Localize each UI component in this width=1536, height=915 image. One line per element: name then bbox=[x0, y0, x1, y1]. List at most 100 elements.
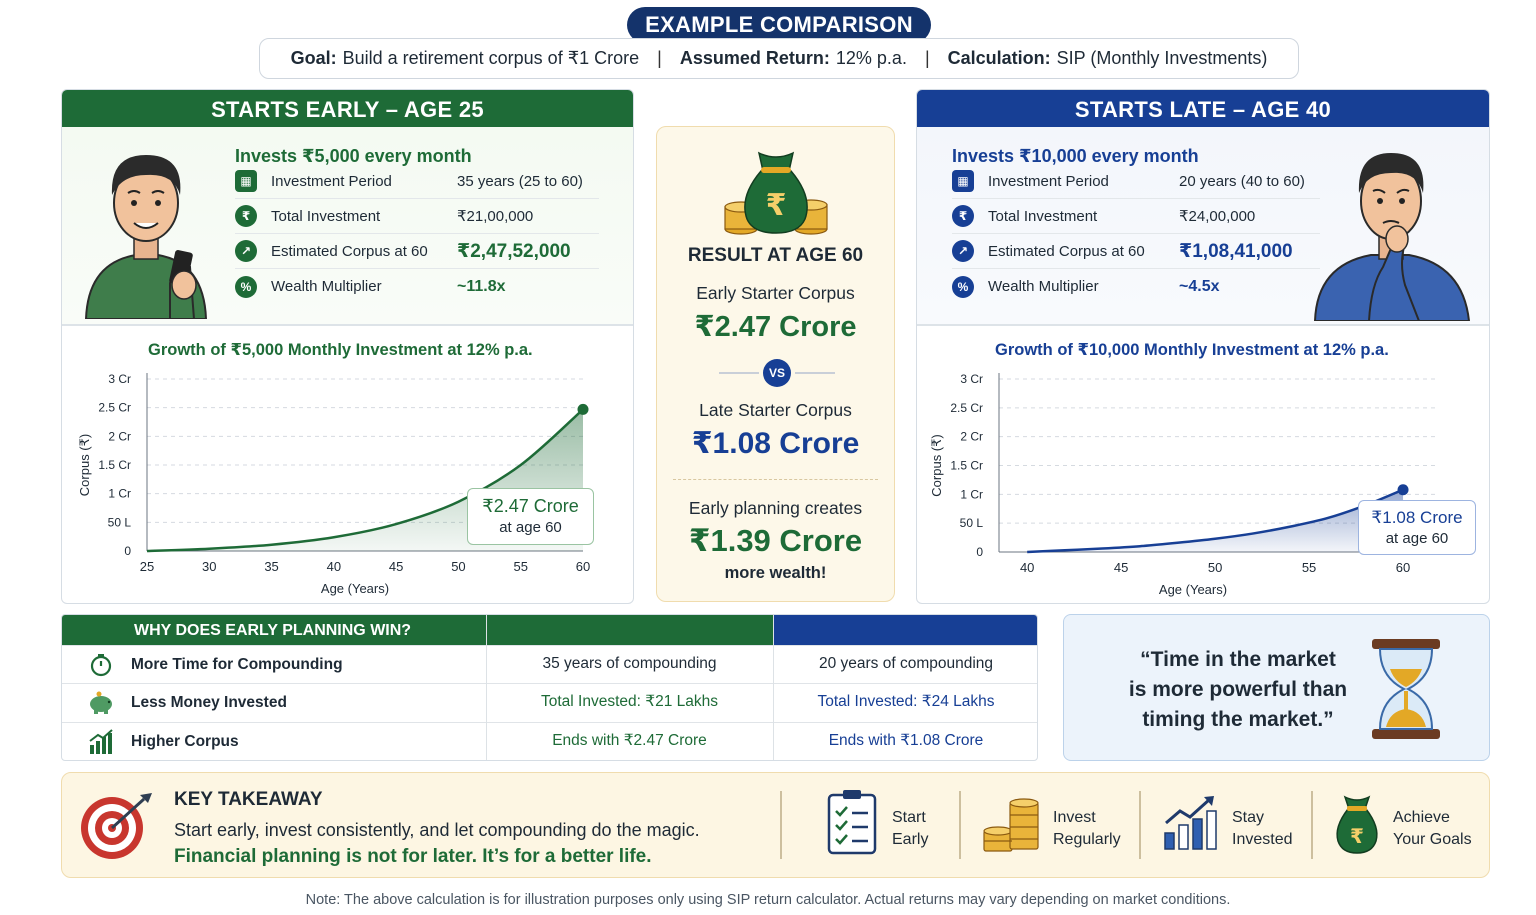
row-label: More Time for Compounding bbox=[131, 655, 343, 673]
callout-sub: at age 60 bbox=[499, 519, 562, 536]
growth-chart-icon bbox=[1164, 796, 1217, 850]
x-tick-label: 45 bbox=[1114, 560, 1128, 575]
end-point bbox=[1397, 484, 1409, 496]
return-value: 12% p.a. bbox=[835, 48, 907, 68]
money-bag-icon: ₹ bbox=[724, 151, 828, 235]
stat-value: ₹21,00,000 bbox=[457, 208, 534, 225]
x-tick-label: 25 bbox=[140, 559, 154, 574]
quote-line: timing the market.” bbox=[1142, 708, 1334, 731]
bar-growth-icon bbox=[89, 729, 113, 754]
y-tick-label: 3 Cr bbox=[960, 372, 983, 386]
late-callout: ₹1.08 Crore at age 60 bbox=[1358, 500, 1476, 555]
stat-row: ↗ Estimated Corpus at 60 ₹1,08,41,000 bbox=[952, 234, 1320, 269]
y-tick-label: 2 Cr bbox=[108, 429, 131, 443]
key-takeaway: KEY TAKEAWAY Start early, invest consist… bbox=[61, 772, 1490, 878]
quote-line: “Time in the market bbox=[1140, 648, 1336, 671]
dashed-divider bbox=[673, 479, 878, 480]
quote-line: is more powerful than bbox=[1128, 678, 1348, 701]
stat-label: Estimated Corpus at 60 bbox=[988, 242, 1145, 260]
thinking-man-illustration bbox=[1313, 153, 1471, 321]
row-late-value: 20 years of compounding bbox=[818, 655, 994, 672]
target-icon bbox=[81, 793, 152, 859]
x-tick-label: 50 bbox=[451, 559, 465, 574]
goal-value: Build a retirement corpus of ₹1 Crore bbox=[342, 48, 640, 68]
why-heading: WHY DOES EARLY PLANNING WIN? bbox=[62, 615, 486, 646]
callout-value: ₹1.08 Crore bbox=[1371, 508, 1463, 527]
early-chart-title: Growth of ₹5,000 Monthly Investment at 1… bbox=[148, 341, 533, 359]
stat-row: ₹ Total Investment ₹21,00,000 bbox=[235, 199, 599, 234]
y-tick-label: 0 bbox=[124, 544, 131, 558]
calendar-icon: ▦ bbox=[952, 170, 974, 192]
step-line: Invested bbox=[1232, 831, 1293, 848]
separator: | bbox=[657, 48, 662, 68]
calc-label: Calculation: bbox=[947, 48, 1051, 68]
takeaway-title: KEY TAKEAWAY bbox=[174, 789, 323, 810]
step-stay-invested: Stay Invested bbox=[1232, 807, 1292, 851]
stat-row: % Wealth Multiplier ~4.5x bbox=[952, 269, 1320, 304]
step-line: Start bbox=[892, 809, 926, 826]
planning-label: Early planning creates bbox=[688, 498, 863, 518]
takeaway-divider bbox=[780, 791, 782, 859]
late-starter-label: Late Starter Corpus bbox=[699, 400, 852, 420]
planning-sub: more wealth! bbox=[724, 564, 827, 582]
series-line bbox=[146, 408, 584, 553]
y-tick-label: 1 Cr bbox=[108, 487, 131, 501]
stat-value: ~4.5x bbox=[1179, 277, 1220, 295]
early-heading: STARTS EARLY – AGE 25 bbox=[62, 90, 633, 127]
takeaway-divider bbox=[959, 791, 961, 859]
takeaway-divider bbox=[1311, 791, 1313, 859]
step-line: Stay bbox=[1232, 809, 1265, 826]
y-tick-label: 0 bbox=[976, 545, 983, 559]
step-line: Invest bbox=[1053, 809, 1096, 826]
x-tick-label: 30 bbox=[202, 559, 216, 574]
x-tick-label: 60 bbox=[1396, 560, 1410, 575]
y-tick-label: 1 Cr bbox=[960, 487, 983, 501]
stat-label: Estimated Corpus at 60 bbox=[271, 242, 428, 260]
stat-label: Wealth Multiplier bbox=[988, 278, 1099, 295]
disclaimer-note: Note: The above calculation is for illus… bbox=[305, 892, 1231, 908]
callout-sub: at age 60 bbox=[1385, 530, 1449, 547]
y-tick-label: 1.5 Cr bbox=[950, 459, 983, 473]
x-tick-label: 45 bbox=[389, 559, 403, 574]
late-invest-title: Invests ₹10,000 every month bbox=[952, 146, 1199, 166]
y-tick-label: 1.5 Cr bbox=[98, 458, 131, 472]
takeaway-divider bbox=[1139, 791, 1141, 859]
svg-text:₹: ₹ bbox=[1350, 824, 1364, 848]
early-invest-title: Invests ₹5,000 every month bbox=[235, 146, 472, 166]
y-tick-label: 50 L bbox=[108, 515, 132, 529]
rupee-icon: ₹ bbox=[235, 205, 257, 227]
early-starter-value: ₹2.47 Crore bbox=[694, 311, 857, 343]
late-growth-chart: 0 50 L 1 Cr 1.5 Cr 2 Cr 2.5 Cr 3 Cr 40 45 50 55 60 A… bbox=[929, 372, 1437, 597]
quote-box: “Time in the market is more powerful tha… bbox=[1063, 614, 1490, 761]
y-tick-label: 50 L bbox=[960, 516, 984, 530]
stat-value: ₹2,47,52,000 bbox=[457, 240, 571, 262]
piggy-bank-icon bbox=[90, 691, 112, 714]
x-tick-label: 55 bbox=[513, 559, 527, 574]
series-line bbox=[1027, 488, 1404, 554]
x-tick-label: 55 bbox=[1302, 560, 1316, 575]
series-area bbox=[1027, 489, 1404, 552]
stat-row: ▦ Investment Period 20 years (40 to 60) bbox=[952, 164, 1320, 199]
early-growth-chart: 0 50 L 1 Cr 1.5 Cr 2 Cr 2.5 Cr 3 Cr 25 30 35 40 45 5… bbox=[77, 372, 590, 596]
stat-value: ₹1,08,41,000 bbox=[1179, 240, 1293, 262]
stat-row: % Wealth Multiplier ~11.8x bbox=[235, 269, 599, 304]
why-head-late bbox=[773, 615, 1037, 646]
stat-label: Wealth Multiplier bbox=[271, 278, 382, 295]
step-line: Early bbox=[892, 831, 929, 848]
step-achieve-goals: Achieve Your Goals bbox=[1393, 807, 1472, 851]
growth-icon: ↗ bbox=[235, 240, 257, 262]
y-tick-label: 2.5 Cr bbox=[950, 401, 983, 415]
col-divider bbox=[773, 615, 774, 760]
checklist-icon bbox=[827, 790, 877, 855]
divider bbox=[62, 324, 633, 326]
stat-row: ↗ Estimated Corpus at 60 ₹2,47,52,000 bbox=[235, 234, 599, 269]
late-card: STARTS LATE – AGE 40 Invests ₹10,000 eve… bbox=[916, 89, 1490, 604]
stopwatch-icon bbox=[90, 654, 112, 677]
x-tick-label: 60 bbox=[576, 559, 590, 574]
x-tick-label: 40 bbox=[1020, 560, 1034, 575]
table-row: Higher Corpus bbox=[62, 722, 1037, 760]
calc-value: SIP (Monthly Investments) bbox=[1056, 48, 1268, 68]
separator: | bbox=[924, 48, 930, 68]
row-late-value: Total Invested: ₹24 Lakhs bbox=[817, 693, 995, 710]
x-tick-label: 40 bbox=[327, 559, 341, 574]
